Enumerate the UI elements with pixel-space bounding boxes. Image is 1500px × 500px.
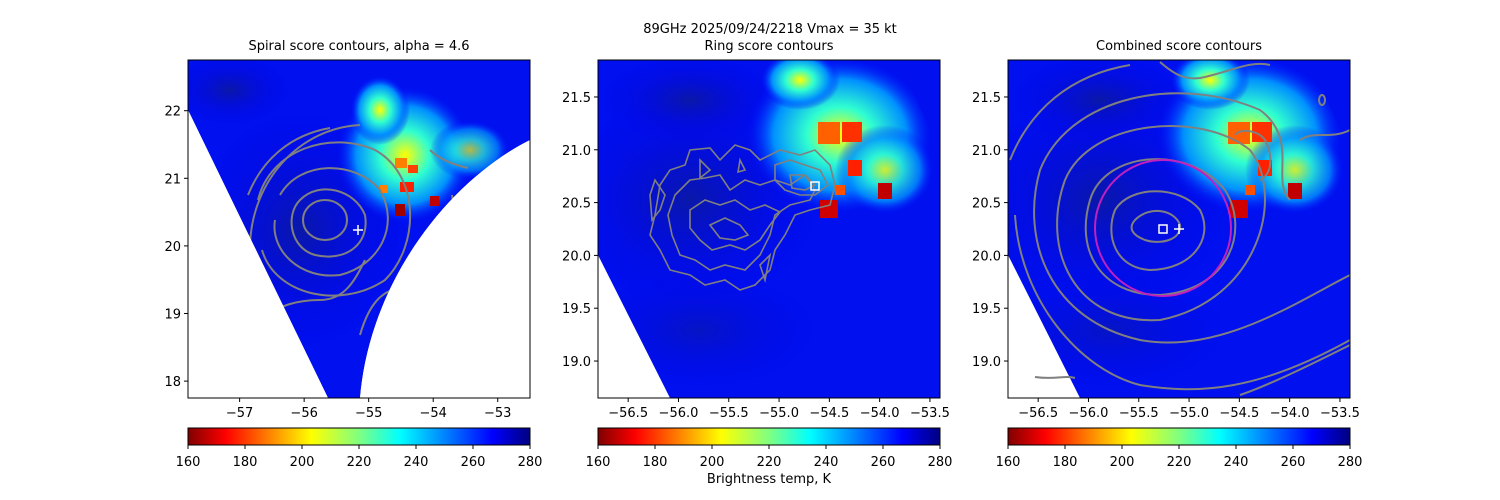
x-tick-label: −53.5 (1320, 406, 1360, 421)
y-tick-label: 20.5 (562, 197, 591, 212)
colorbar-combined: 160 180 200 220 240 260 280 (996, 427, 1363, 470)
x-tick-label: −56.0 (659, 406, 699, 421)
x-tick-label: −55.5 (709, 406, 749, 421)
x-tick-label: −54.0 (860, 406, 900, 421)
colorbar-tick-label: 220 (757, 455, 782, 470)
colorbar-tick-label: 220 (347, 455, 372, 470)
spiral-center-marker (353, 225, 363, 235)
spiral-axes-frame (187, 59, 531, 399)
x-tick-label: −56.5 (1018, 406, 1058, 421)
y-tick-label: 19 (164, 308, 181, 323)
colorbar-tick-label: 280 (518, 455, 543, 470)
combined-first-guess-marker (1174, 224, 1184, 234)
ring-heatmap (598, 60, 940, 398)
x-tick-label: −53.5 (910, 406, 950, 421)
x-tick-label: −55.0 (759, 406, 799, 421)
colorbar-tick-label: 260 (1281, 455, 1306, 470)
combined-axis-ticks: −56.5 −56.0 −55.5 −55.0 −54.5 −54.0 −53.5 19.0 1… (972, 91, 1360, 421)
ring-center-marker (810, 181, 820, 191)
y-tick-label: 21 (164, 172, 181, 187)
colorbar-tick-label: 240 (404, 455, 429, 470)
x-tick-label: −55 (355, 406, 382, 421)
panel-ring: −56.5 −56.0 −55.5 −55.0 −54.5 −54.0 −53.5 19.0 1… (562, 59, 950, 421)
y-tick-label: 21.5 (562, 91, 591, 106)
y-tick-label: 19.5 (972, 302, 1001, 317)
ring-panel-title: Ring score contours (704, 39, 834, 54)
x-tick-label: −57 (226, 406, 253, 421)
y-tick-label: 19.0 (972, 355, 1001, 370)
y-tick-label: 18 (164, 375, 181, 390)
panel-spiral: −57 −56 −55 −54 −53 18 19 20 21 22 (164, 59, 531, 421)
x-tick-label: −54.5 (809, 406, 849, 421)
colorbar-tick-label: 180 (643, 455, 668, 470)
colorbar-tick-label: 260 (461, 455, 486, 470)
colorbar-tick-label: 240 (1224, 455, 1249, 470)
colorbar-tick-label: 200 (700, 455, 725, 470)
y-tick-label: 22 (164, 105, 181, 120)
colorbar-tick-label: 220 (1167, 455, 1192, 470)
x-tick-label: −56.0 (1069, 406, 1109, 421)
y-tick-label: 19.0 (562, 355, 591, 370)
x-tick-label: −53 (484, 406, 511, 421)
colorbar-tick-label: 280 (928, 455, 953, 470)
panel-combined: −56.5 −56.0 −55.5 −55.0 −54.5 −54.0 −53.5 19.0 1… (972, 59, 1360, 421)
combined-ring-circle (1094, 159, 1232, 297)
combined-panel-title: Combined score contours (1096, 39, 1262, 54)
y-tick-label: 21.5 (972, 91, 1001, 106)
colorbar-tick-label: 260 (871, 455, 896, 470)
colorbar-spiral: 160 180 200 220 240 260 280 (176, 427, 543, 470)
ring-axes-frame (597, 59, 941, 399)
y-tick-label: 20.0 (562, 249, 591, 264)
colorbar-tick-label: 240 (814, 455, 839, 470)
combined-center-marker (1158, 224, 1168, 234)
figure-suptitle: 89GHz 2025/09/24/2218 Vmax = 35 kt (643, 22, 897, 37)
combined-axes-frame (1007, 59, 1351, 399)
colorbar-tick-label: 200 (1110, 455, 1135, 470)
x-tick-label: −54.5 (1219, 406, 1259, 421)
colorbar-tick-label: 180 (233, 455, 258, 470)
x-tick-label: −55.5 (1119, 406, 1159, 421)
x-tick-label: −56.5 (608, 406, 648, 421)
spiral-axis-ticks: −57 −56 −55 −54 −53 18 19 20 21 22 (164, 105, 511, 421)
ring-axis-ticks: −56.5 −56.0 −55.5 −55.0 −54.5 −54.0 −53.5 19.0 1… (562, 91, 950, 421)
colorbar-tick-label: 160 (996, 455, 1021, 470)
x-tick-label: −55.0 (1169, 406, 1209, 421)
colorbar-tick-label: 200 (290, 455, 315, 470)
colorbar-tick-label: 280 (1338, 455, 1363, 470)
colorbar-tick-label: 160 (586, 455, 611, 470)
colorbar-ring: 160 180 200 220 240 260 280 (586, 427, 953, 470)
y-tick-label: 20.0 (972, 249, 1001, 264)
colorbar-tick-label: 180 (1053, 455, 1078, 470)
y-tick-label: 21.0 (972, 144, 1001, 159)
y-tick-label: 20.5 (972, 197, 1001, 212)
y-tick-label: 19.5 (562, 302, 591, 317)
x-tick-label: −54 (419, 406, 446, 421)
spiral-panel-title: Spiral score contours, alpha = 4.6 (248, 39, 470, 54)
x-tick-label: −54.0 (1270, 406, 1310, 421)
y-tick-label: 21.0 (562, 144, 591, 159)
colorbar-label: Brightness temp, K (706, 472, 832, 487)
x-tick-label: −56 (290, 406, 317, 421)
y-tick-label: 20 (164, 240, 181, 255)
colorbar-tick-label: 160 (176, 455, 201, 470)
combined-heatmap (1008, 60, 1350, 398)
